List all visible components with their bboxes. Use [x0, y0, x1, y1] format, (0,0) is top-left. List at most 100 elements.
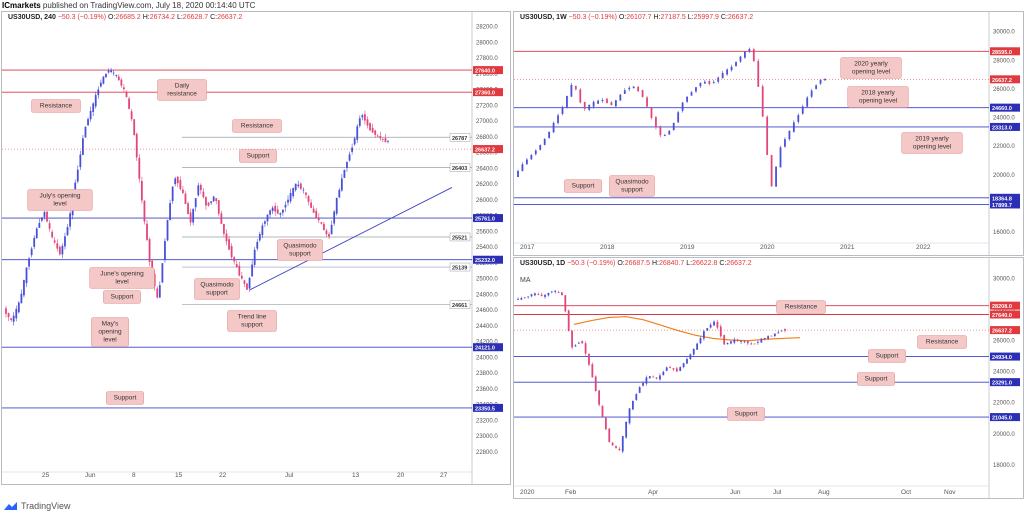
candle-body: [770, 155, 773, 187]
candle-body: [689, 354, 692, 360]
annotation-label: Resistance: [241, 123, 274, 130]
candle-body: [604, 417, 607, 430]
price-level-label: 24661: [452, 303, 467, 309]
annotation-box: [917, 335, 967, 349]
candle-body: [574, 345, 577, 347]
candle-body: [128, 98, 130, 109]
low-value: 26628.7: [182, 14, 209, 21]
indicator-label-ma: MA: [520, 277, 531, 284]
x-tick-label: Feb: [565, 489, 577, 496]
candle-body: [35, 228, 38, 239]
annotation-box: [103, 290, 141, 304]
candle-body: [158, 285, 161, 298]
candle-body: [181, 189, 184, 193]
annotation-label: resistance: [167, 91, 197, 98]
tradingview-logo[interactable]: TradingView: [4, 501, 71, 511]
chart-canvas[interactable]: 28200.028000.027800.027600.027400.027200…: [2, 12, 510, 484]
candle-body: [17, 302, 20, 313]
candle-body: [628, 87, 631, 90]
tradingview-logo-icon: [4, 501, 17, 510]
candle-body: [752, 49, 755, 62]
annotation-box: [89, 267, 155, 289]
candle-body: [238, 265, 241, 276]
price-level-label: 25139: [452, 266, 467, 272]
chart-panel-1d[interactable]: US30USD, 1D −50.3 (−0.19%) O:26687.5 H:2…: [513, 257, 1024, 499]
candle-body: [730, 66, 733, 71]
candle-body: [554, 290, 557, 292]
y-tick-label: 25600.0: [476, 229, 498, 235]
price-level-label: 25521: [452, 235, 467, 241]
candle-body: [702, 331, 705, 339]
candle-body: [320, 222, 323, 224]
y-tick-label: 26800.0: [476, 135, 498, 141]
y-tick-label: 26200.0: [476, 182, 498, 188]
candle-body: [25, 267, 28, 284]
chart-canvas[interactable]: 30000.0 28000.0 26000.0 24000.0 22000.0 20000…: [514, 12, 1023, 255]
candle-body: [364, 114, 366, 121]
candle-body: [709, 324, 712, 328]
chart-panel-1w[interactable]: US30USD, 1W −50.3 (−0.19%) O:26107.7 H:2…: [513, 11, 1024, 256]
candle-body: [642, 382, 644, 386]
price-level-label: 25761.0: [475, 217, 495, 223]
candle-body: [212, 196, 215, 202]
panel-title: US30USD, 240 −50.3 (−0.19%) O:26685.2 H:…: [8, 14, 243, 21]
candle-body: [743, 341, 746, 343]
candle-body: [207, 202, 210, 206]
candle-body: [571, 330, 573, 348]
candle-body: [7, 313, 10, 318]
candle-body: [30, 248, 33, 256]
candle-body: [20, 293, 23, 304]
annotation-box: [232, 119, 282, 133]
candle-body: [199, 184, 202, 191]
annotation-label: Support: [111, 294, 134, 301]
candle-body: [663, 135, 666, 136]
y-tick-label: 24600.0: [476, 308, 498, 314]
y-tick-label: 28000.0: [993, 58, 1015, 64]
annotation-label: Resistance: [40, 103, 73, 110]
y-tick-label: 25400.0: [476, 245, 498, 251]
candle-body: [51, 231, 54, 238]
y-tick-label: 24400.0: [476, 324, 498, 330]
panel-title: US30USD, 1W −50.3 (−0.19%) O:26107.7 H:2…: [520, 14, 754, 21]
price-level-tag: [990, 122, 1020, 131]
candle-body: [655, 377, 658, 379]
price-level-tag: [473, 66, 503, 75]
candle-body: [719, 326, 722, 337]
candle-body: [567, 310, 570, 331]
candle-body: [66, 227, 69, 236]
candle-body: [217, 200, 220, 214]
candle-body: [84, 126, 87, 138]
candle-body: [523, 297, 526, 299]
annotation-box: [868, 349, 906, 363]
x-tick-label: Jul: [285, 472, 294, 479]
candle-body: [123, 87, 125, 90]
candle-body: [140, 180, 143, 201]
price-level-label: 28595.0: [992, 50, 1012, 56]
candle-body: [621, 436, 624, 452]
annotation-label: Quasimodo: [200, 282, 234, 289]
price-level-label: 23313.0: [992, 125, 1012, 131]
candle-body: [733, 339, 736, 343]
candle-body: [540, 294, 543, 297]
x-tick-label: 20: [397, 472, 405, 479]
chart-canvas[interactable]: 30000.0 28000.0 26000.0 24000.0 22000.0 20000…: [514, 258, 1023, 498]
candle-body: [665, 367, 668, 371]
annotation-label: Support: [114, 395, 137, 402]
y-tick-label: 24000.0: [993, 116, 1015, 122]
candle-body: [537, 294, 540, 295]
candle-body: [625, 421, 628, 438]
candle-body: [557, 292, 560, 293]
candle-body: [351, 147, 354, 152]
candle-body: [299, 183, 302, 190]
candle-body: [174, 178, 177, 185]
tradingview-logo-text: TradingView: [21, 501, 71, 511]
annotation-box: [857, 372, 895, 386]
candle-body: [176, 176, 179, 184]
candle-body: [819, 79, 822, 84]
change-value: −50.3 (−0.19%): [57, 14, 107, 21]
candle-body: [361, 115, 364, 118]
candle-body: [696, 343, 699, 350]
chart-panel-240[interactable]: US30USD, 240 −50.3 (−0.19%) O:26685.2 H:…: [1, 11, 511, 485]
candle-body: [597, 100, 599, 104]
high-value: 27187.5: [660, 14, 686, 21]
